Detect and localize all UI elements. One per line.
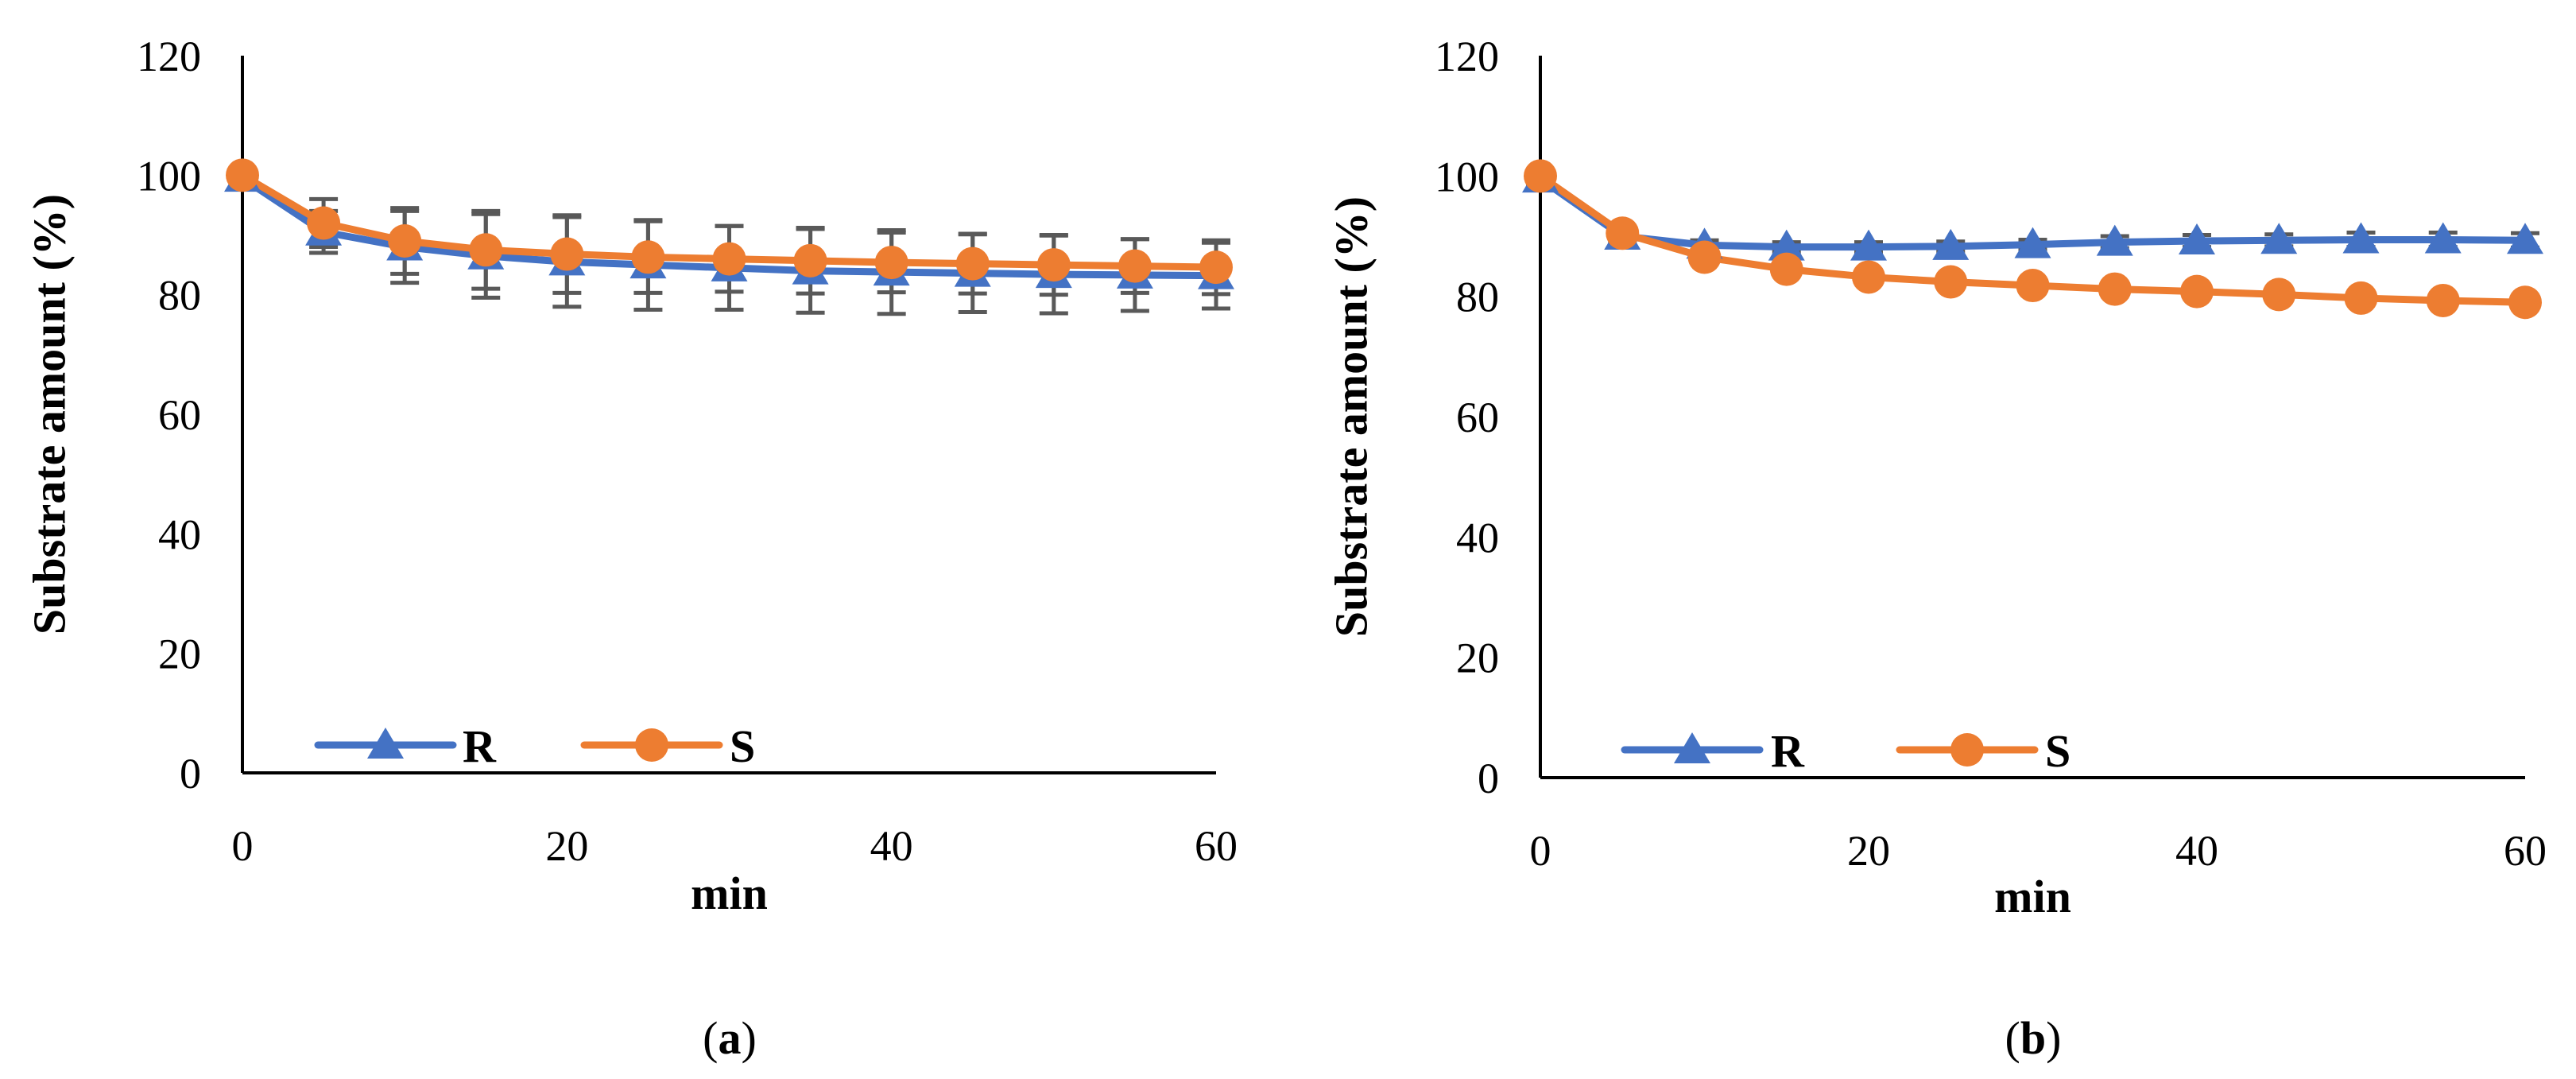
- legend-label: R: [463, 720, 497, 772]
- data-point-R: [2424, 222, 2462, 254]
- x-tick-label: 0: [1530, 827, 1551, 875]
- x-tick-label: 0: [232, 822, 254, 870]
- data-point-R: [2507, 223, 2543, 254]
- y-axis-title: Substrate amount (%): [1326, 196, 1377, 637]
- data-point-S: [2262, 278, 2296, 312]
- x-tick-label: 40: [2175, 827, 2218, 875]
- data-point-S: [2016, 269, 2050, 303]
- legend-label: R: [1771, 725, 1805, 777]
- data-point-R: [2179, 223, 2215, 255]
- legend-entry-S: S: [580, 720, 755, 772]
- data-point-R: [2342, 222, 2380, 254]
- data-point-S: [226, 158, 259, 192]
- legend-label: S: [730, 720, 755, 772]
- panel-caption: (b): [2005, 1012, 2062, 1064]
- legend-label: S: [2045, 725, 2070, 777]
- data-point-R: [2014, 227, 2051, 258]
- y-tick-label: 60: [158, 391, 201, 439]
- data-point-R: [1768, 229, 1805, 261]
- y-tick-label: 40: [158, 510, 201, 558]
- x-tick-label: 60: [1195, 822, 1238, 870]
- legend-entry-S: S: [1896, 725, 2070, 777]
- data-point-S: [2426, 283, 2460, 317]
- data-point-S: [874, 246, 908, 280]
- x-tick-label: 20: [545, 822, 588, 870]
- x-tick-label: 20: [1847, 827, 1890, 875]
- data-point-S: [2180, 274, 2214, 309]
- y-tick-label: 100: [137, 152, 201, 200]
- data-point-S: [2508, 285, 2542, 320]
- data-point-S: [793, 243, 827, 278]
- data-point-S: [2344, 281, 2378, 315]
- chart-panel-a: 0 20 40 60 80 100 120 0 20 40 60 Substrate amount (…: [24, 33, 1238, 1064]
- data-point-S: [469, 233, 503, 267]
- legend-marker: [367, 728, 404, 759]
- y-tick-label: 60: [1456, 394, 1499, 441]
- y-tick-label: 80: [1456, 274, 1499, 321]
- y-tick-label: 40: [1456, 514, 1499, 561]
- data-point-S: [307, 206, 341, 240]
- x-tick-label: 60: [2504, 827, 2547, 875]
- panel-caption: (a): [703, 1012, 757, 1064]
- data-point-R: [2096, 224, 2133, 256]
- data-point-S: [1934, 265, 1968, 299]
- data-point-S: [1036, 248, 1071, 282]
- y-tick-label: 0: [1478, 755, 1499, 802]
- data-point-S: [1606, 216, 1640, 250]
- y-tick-label: 20: [1456, 635, 1499, 682]
- x-tick-label: 40: [870, 822, 913, 870]
- chart-panel-b: 0 20 40 60 80 100 120 0 20 40 60 Substrate amount (…: [1326, 33, 2547, 1064]
- data-point-S: [1524, 159, 1557, 193]
- data-point-R: [1932, 228, 1970, 260]
- legend-marker: [635, 728, 668, 762]
- legend-marker: [1950, 733, 1984, 767]
- data-point-S: [1852, 260, 1885, 294]
- data-point-S: [1769, 252, 1803, 286]
- legend-entry-R: R: [314, 720, 497, 772]
- data-point-S: [712, 242, 746, 276]
- data-point-S: [388, 224, 422, 258]
- x-axis-title: min: [1994, 871, 2071, 922]
- y-tick-label: 120: [137, 33, 201, 80]
- data-point-R: [2260, 223, 2298, 254]
- y-tick-label: 80: [158, 272, 201, 320]
- legend-entry-R: R: [1621, 725, 1805, 777]
- y-tick-label: 100: [1435, 153, 1499, 200]
- y-tick-label: 0: [180, 750, 201, 798]
- data-point-R: [1850, 229, 1887, 261]
- x-axis-title: min: [691, 867, 768, 919]
- y-tick-label: 120: [1435, 33, 1499, 80]
- legend-marker: [1674, 732, 1710, 763]
- data-point-S: [955, 246, 990, 281]
- data-point-S: [631, 240, 665, 274]
- data-point-S: [1118, 249, 1152, 283]
- data-point-S: [1687, 240, 1722, 274]
- y-tick-label: 20: [158, 631, 201, 678]
- data-point-S: [550, 237, 584, 271]
- data-point-S: [2098, 272, 2132, 306]
- data-point-S: [1199, 250, 1233, 285]
- y-axis-title: Substrate amount (%): [24, 194, 76, 635]
